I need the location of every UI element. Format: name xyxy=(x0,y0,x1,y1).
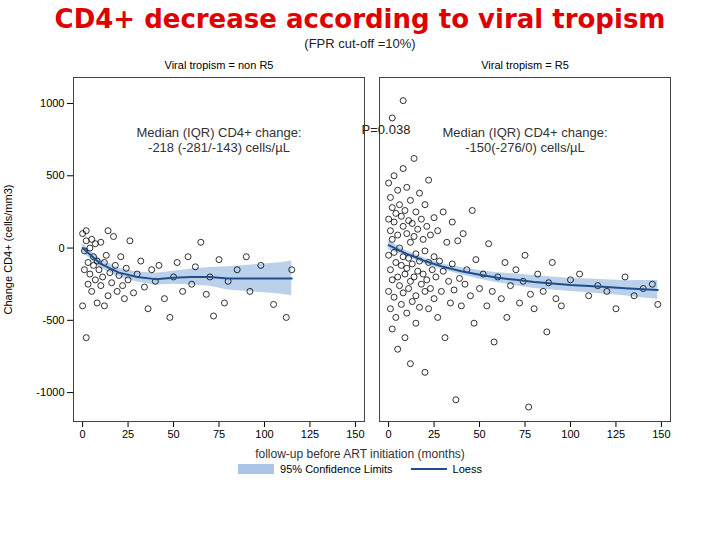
html-text:95% Confidence Limits: 95% Confidence Limits xyxy=(280,463,393,475)
svg-text:125: 125 xyxy=(607,428,625,440)
svg-text:Viral tropism = non R5: Viral tropism = non R5 xyxy=(165,59,274,71)
svg-text:100: 100 xyxy=(255,428,273,440)
svg-text:100: 100 xyxy=(561,428,579,440)
svg-text:25: 25 xyxy=(428,428,440,440)
svg-text:Viral tropism = R5: Viral tropism = R5 xyxy=(481,59,569,71)
html-text:P=0.038: P=0.038 xyxy=(361,122,411,137)
svg-text:0: 0 xyxy=(58,242,64,254)
svg-text:Median (IQR) CD4+ change:-218: Median (IQR) CD4+ change:-218 (-281/-143… xyxy=(136,125,301,156)
svg-text:0: 0 xyxy=(80,428,86,440)
svg-text:0: 0 xyxy=(386,428,392,440)
svg-text:500: 500 xyxy=(46,169,64,181)
svg-text:Median (IQR) CD4+ change:-150(: Median (IQR) CD4+ change:-150(-276/0) ce… xyxy=(442,125,607,156)
svg-text:125: 125 xyxy=(301,428,319,440)
html-text:follow-up before ART initiatio: follow-up before ART initiation (months) xyxy=(255,447,465,461)
svg-text:50: 50 xyxy=(473,428,485,440)
svg-text:-1000: -1000 xyxy=(36,386,64,398)
svg-text:1000: 1000 xyxy=(40,97,64,109)
html-text:CD4+ decrease according to vir: CD4+ decrease according to viral tropism xyxy=(54,4,666,34)
svg-text:50: 50 xyxy=(167,428,179,440)
svg-text:25: 25 xyxy=(122,428,134,440)
svg-text:75: 75 xyxy=(213,428,225,440)
html-text:(FPR cut-off =10%): (FPR cut-off =10%) xyxy=(304,36,416,51)
svg-text:Change CD4+ (cells/mm3): Change CD4+ (cells/mm3) xyxy=(2,185,14,315)
svg-text:-500: -500 xyxy=(42,314,64,326)
svg-text:150: 150 xyxy=(346,428,364,440)
svg-text:150: 150 xyxy=(652,428,670,440)
html-text:Loess: Loess xyxy=(452,463,482,475)
svg-text:75: 75 xyxy=(519,428,531,440)
